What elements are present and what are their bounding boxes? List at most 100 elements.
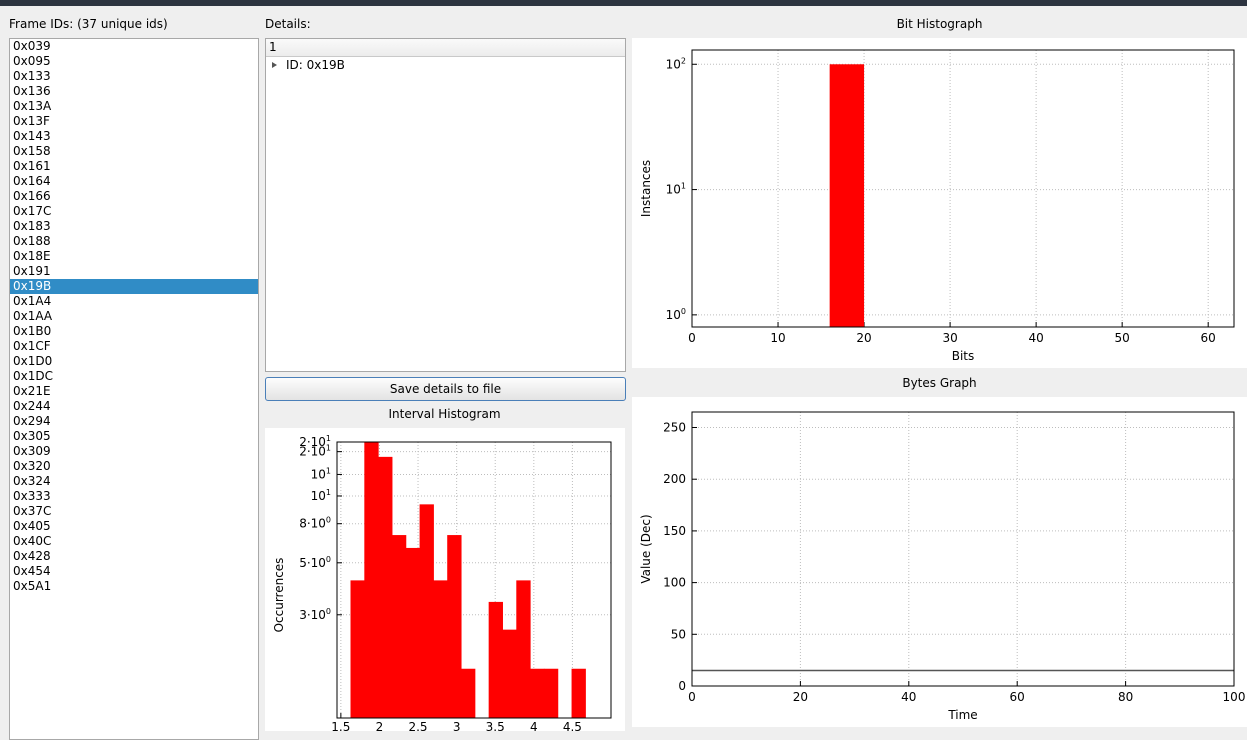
frame-id-item[interactable]: 0x095	[13, 54, 51, 68]
y-tick-label: 101	[666, 182, 686, 197]
save-details-button[interactable]: Save details to file	[265, 377, 626, 401]
y-axis-label: Value (Dec)	[639, 514, 653, 583]
y-tick-label: 2·101	[299, 444, 331, 459]
x-tick-label: 2.5	[408, 720, 427, 731]
frame-id-item[interactable]: 0x324	[13, 474, 51, 488]
frame-id-item[interactable]: 0x405	[13, 519, 51, 533]
frame-id-item[interactable]: 0x191	[13, 264, 51, 278]
histogram-bar	[571, 668, 586, 718]
histogram-bar	[405, 547, 421, 718]
tree-column-header[interactable]: 1	[266, 39, 625, 57]
frame-id-item[interactable]: 0x13A	[13, 99, 52, 113]
x-tick-label: 50	[1115, 331, 1130, 345]
x-tick-label: 60	[1201, 331, 1216, 345]
frame-id-item[interactable]: 0x5A1	[13, 579, 52, 593]
bytes-graph-chart: 0 20 40 60 80 100 0 50 100 150 200 250 Time Value (De…	[639, 411, 1245, 722]
histogram-bar	[364, 442, 379, 718]
frame-id-item[interactable]: 0x17C	[13, 204, 52, 218]
frame-id-list[interactable]: 0x039 0x095 0x133 0x136 0x13A 0x13F 0x143 0x158…	[9, 38, 259, 740]
y-tick-label: 101	[311, 488, 331, 503]
frame-id-item[interactable]: 0x164	[13, 174, 51, 188]
x-tick-label: 0	[688, 331, 696, 345]
frame-id-item[interactable]: 0x18E	[13, 249, 51, 263]
interval-histogram-panel: 1.5 2 2.5 3 3.5 4 4.5 2·101 2·101 101 101 8·100 5·10…	[265, 428, 625, 734]
histogram-bar	[461, 668, 476, 718]
bit-histograph-title: Bit Histograph	[896, 17, 983, 31]
histogram-bar	[350, 580, 365, 718]
frame-id-item[interactable]: 0x1A4	[13, 294, 52, 308]
histogram-bar	[543, 668, 559, 718]
x-tick-label: 0	[688, 690, 696, 704]
plot-frame	[691, 49, 1235, 328]
tree-item-id[interactable]: ID: 0x19B	[266, 57, 625, 73]
x-tick-label: 40	[901, 690, 916, 704]
y-axis-label: Instances	[639, 160, 653, 217]
frame-id-item[interactable]: 0x1B0	[13, 324, 52, 338]
frame-id-item[interactable]: 0x039	[13, 39, 51, 53]
y-tick-label: 200	[663, 472, 686, 486]
frame-id-item[interactable]: 0x37C	[13, 504, 52, 518]
x-axis-label: Time	[947, 708, 977, 722]
y-tick-label: 250	[663, 421, 686, 435]
y-tick-label: 3·100	[299, 607, 331, 622]
expand-arrow-icon[interactable]	[272, 62, 277, 68]
x-axis-label: Bits	[952, 349, 975, 363]
frame-ids-label: Frame IDs: (37 unique ids)	[9, 17, 168, 31]
frame-id-item[interactable]: 0x136	[13, 84, 51, 98]
histogram-bar	[433, 580, 448, 718]
x-tick-label: 10	[770, 331, 785, 345]
x-tick-label: 60	[1010, 690, 1025, 704]
y-axis-label: Occurrences	[272, 558, 286, 633]
frame-id-item[interactable]: 0x143	[13, 129, 51, 143]
histogram-bar	[829, 64, 865, 328]
histogram-bar	[502, 629, 517, 718]
x-tick-label: 40	[1028, 331, 1043, 345]
frame-id-item[interactable]: 0x454	[13, 564, 51, 578]
histogram-bar	[516, 580, 531, 718]
frame-id-item[interactable]: 0x19B	[10, 279, 258, 294]
frame-id-item[interactable]: 0x133	[13, 69, 51, 83]
histogram-bar	[391, 535, 407, 718]
frame-id-item[interactable]: 0x244	[13, 399, 51, 413]
frame-id-item[interactable]: 0x158	[13, 144, 51, 158]
frame-id-item[interactable]: 0x1D0	[13, 354, 53, 368]
interval-histogram-title: Interval Histogram	[388, 407, 501, 421]
frame-id-item[interactable]: 0x188	[13, 234, 51, 248]
y-tick-label: 5·100	[299, 555, 331, 570]
details-tree[interactable]: 1 ID: 0x19B	[265, 38, 626, 372]
window-titlebar	[0, 0, 1247, 6]
frame-id-item[interactable]: 0x13F	[13, 114, 50, 128]
tree-item-label: ID: 0x19B	[286, 58, 345, 72]
histogram-bar	[488, 601, 503, 718]
frame-id-item[interactable]: 0x40C	[13, 534, 52, 548]
x-tick-label: 30	[942, 331, 957, 345]
histogram-bar	[378, 456, 393, 718]
frame-id-item[interactable]: 0x21E	[13, 384, 51, 398]
frame-id-item[interactable]: 0x320	[13, 459, 51, 473]
histogram-bar	[419, 504, 434, 718]
bytes-graph-title: Bytes Graph	[902, 376, 977, 390]
frame-id-item[interactable]: 0x309	[13, 444, 51, 458]
bit-histograph-panel: 0 10 20 30 40 50 60 102 101 100 Bits Instances	[632, 38, 1247, 368]
frame-id-item[interactable]: 0x161	[13, 159, 51, 173]
y-tick-label: 8·100	[299, 516, 331, 531]
frame-id-item[interactable]: 0x1AA	[13, 309, 53, 323]
frame-id-item[interactable]: 0x333	[13, 489, 51, 503]
frame-id-item[interactable]: 0x1CF	[13, 339, 51, 353]
x-tick-label: 1.5	[331, 720, 350, 731]
frame-id-item[interactable]: 0x305	[13, 429, 51, 443]
y-tick-label: 150	[663, 524, 686, 538]
plot-frame	[691, 411, 1235, 687]
frame-id-item[interactable]: 0x1DC	[13, 369, 53, 383]
x-tick-label: 3	[453, 720, 461, 731]
frame-id-item[interactable]: 0x428	[13, 549, 51, 563]
frame-id-item[interactable]: 0x294	[13, 414, 51, 428]
x-tick-label: 2	[376, 720, 384, 731]
y-tick-label: 0	[678, 679, 686, 693]
frame-id-item[interactable]: 0x166	[13, 189, 51, 203]
frame-id-item[interactable]: 0x183	[13, 219, 51, 233]
bytes-graph-panel: 0 20 40 60 80 100 0 50 100 150 200 250 Time Value (De…	[632, 397, 1247, 727]
x-tick-label: 20	[856, 331, 871, 345]
y-tick-label: 50	[671, 627, 686, 641]
x-tick-label: 4.5	[563, 720, 582, 731]
